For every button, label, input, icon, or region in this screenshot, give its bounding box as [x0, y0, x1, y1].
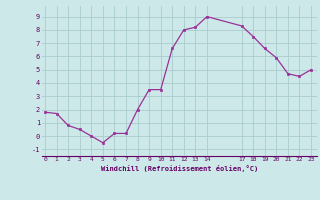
- X-axis label: Windchill (Refroidissement éolien,°C): Windchill (Refroidissement éolien,°C): [100, 165, 258, 172]
